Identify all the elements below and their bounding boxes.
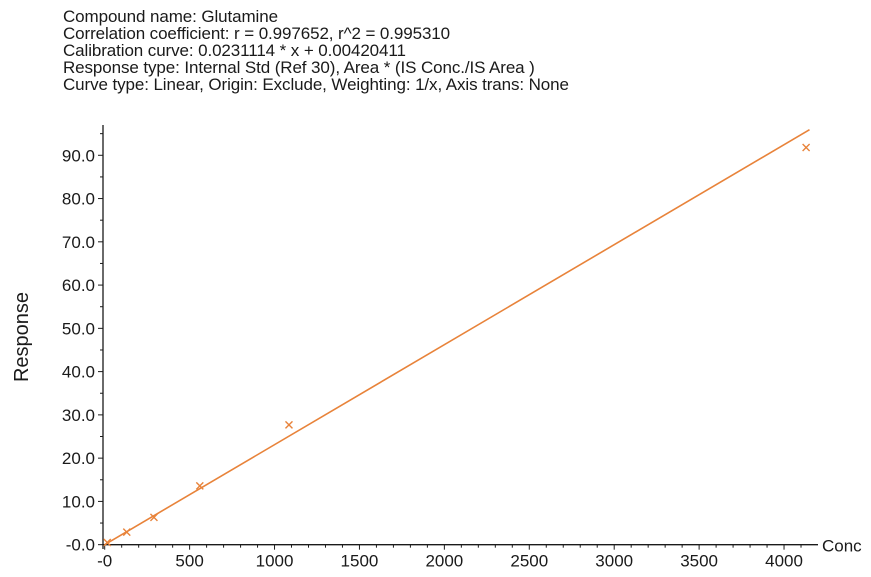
y-tick-label: -0.0: [66, 536, 95, 555]
y-tick-label: 70.0: [62, 233, 95, 252]
y-tick-label: 30.0: [62, 406, 95, 425]
x-tick-label: 2500: [510, 552, 548, 571]
y-tick-label: 50.0: [62, 319, 95, 338]
x-tick-label: 3000: [595, 552, 633, 571]
data-point-stroke: [802, 143, 811, 152]
x-axis-label: Conc: [822, 537, 862, 556]
curve-type: Curve type: Linear, Origin: Exclude, Wei…: [63, 75, 569, 94]
data-point: [284, 420, 293, 429]
y-tick-label: 60.0: [62, 276, 95, 295]
compound-name: Compound name: Glutamine: [63, 7, 278, 26]
x-tick-label: 1000: [256, 552, 294, 571]
response-type: Response type: Internal Std (Ref 30), Ar…: [63, 58, 535, 77]
data-point: [103, 538, 112, 547]
data-point: [195, 481, 204, 490]
x-tick-label: -0: [97, 552, 112, 571]
calibration-curve: Calibration curve: 0.0231114 * x + 0.004…: [63, 41, 406, 60]
calibration-fit-line: [104, 128, 810, 546]
fit-line: [104, 128, 810, 546]
y-tick-label: 20.0: [62, 449, 95, 468]
data-point-stroke: [149, 513, 158, 522]
y-tick-label: 80.0: [62, 190, 95, 209]
x-tick-label: 500: [175, 552, 203, 571]
data-point: [122, 528, 131, 537]
data-point: [149, 513, 158, 522]
data-point-stroke: [122, 528, 131, 537]
y-tick-label: 40.0: [62, 363, 95, 382]
data-point-stroke: [195, 481, 204, 490]
axis-labels: -0.0 10.0 20.0 30.0 40.0 50.0 60.0 70.0 80.0 90.0…: [11, 146, 862, 570]
correlation-coefficient: Correlation coefficient: r = 0.997652, r…: [63, 24, 451, 43]
y-tick-label: 90.0: [62, 146, 95, 165]
data-points: [103, 143, 811, 547]
x-tick-label: 2000: [425, 552, 463, 571]
chart-header: Compound name: Glutamine Correlation coe…: [63, 8, 863, 93]
x-tick-label: 3500: [680, 552, 718, 571]
data-point-stroke: [103, 538, 112, 547]
data-point-stroke: [284, 420, 293, 429]
x-tick-label: 1500: [341, 552, 379, 571]
data-point: [802, 143, 811, 152]
y-axis-label: Response: [11, 292, 33, 382]
x-tick-label: 4000: [765, 552, 803, 571]
chart-axes: [98, 125, 818, 550]
y-tick-label: 10.0: [62, 492, 95, 511]
